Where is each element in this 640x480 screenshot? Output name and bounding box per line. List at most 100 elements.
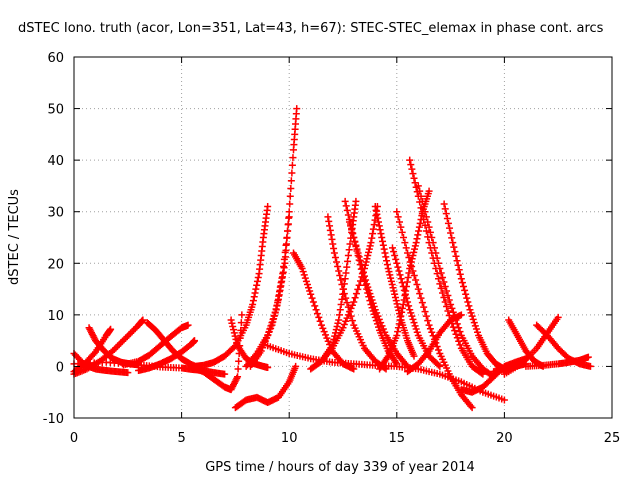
data-point xyxy=(406,258,414,266)
data-point xyxy=(454,261,462,269)
data-point xyxy=(428,234,436,241)
data-point xyxy=(354,285,362,293)
data-point xyxy=(374,312,382,320)
data-point xyxy=(434,361,442,369)
data-point xyxy=(358,273,366,281)
data-point xyxy=(396,271,404,279)
data-point xyxy=(381,249,389,257)
data-point xyxy=(347,222,355,230)
data-point xyxy=(373,210,381,218)
data-point xyxy=(374,214,382,222)
series-arc-24 xyxy=(406,156,487,378)
data-point xyxy=(446,224,454,232)
data-point xyxy=(284,227,292,235)
data-point xyxy=(368,296,376,304)
data-point xyxy=(380,245,388,253)
data-point xyxy=(353,245,361,253)
data-point xyxy=(249,301,257,309)
data-point xyxy=(456,328,464,336)
data-point xyxy=(335,267,343,275)
data-point xyxy=(398,279,406,287)
data-point xyxy=(442,210,450,218)
data-point xyxy=(441,298,449,306)
data-point xyxy=(461,286,469,294)
data-point xyxy=(410,248,418,256)
data-point xyxy=(275,292,283,300)
data-point xyxy=(264,331,272,339)
data-point xyxy=(334,263,342,271)
data-point xyxy=(379,237,387,245)
data-point xyxy=(346,240,354,248)
data-point xyxy=(364,252,372,260)
data-point xyxy=(270,312,278,320)
data-point xyxy=(394,324,402,332)
data-point xyxy=(340,290,348,298)
data-point xyxy=(370,302,378,310)
y-tick-label: 20 xyxy=(47,257,64,272)
data-point xyxy=(405,302,413,310)
data-point xyxy=(322,331,330,339)
data-point xyxy=(330,244,338,252)
data-point xyxy=(264,363,272,371)
y-tick-label: -10 xyxy=(43,412,64,427)
data-point xyxy=(400,234,408,241)
data-point xyxy=(451,248,459,256)
data-point xyxy=(386,271,394,279)
data-point xyxy=(289,154,297,162)
data-point xyxy=(391,252,399,260)
x-axis-label: GPS time / hours of day 339 of year 2014 xyxy=(205,460,475,475)
data-point xyxy=(405,269,413,277)
series-arc-7 xyxy=(119,321,192,369)
data-point xyxy=(285,213,293,221)
data-point xyxy=(363,255,371,263)
data-point xyxy=(382,253,390,261)
series-arc-17 xyxy=(324,213,390,373)
data-point xyxy=(331,253,339,261)
data-point xyxy=(346,308,354,316)
data-point xyxy=(277,279,285,287)
data-point xyxy=(394,328,402,336)
data-point xyxy=(425,321,433,329)
data-point xyxy=(410,352,418,360)
series-arc-12 xyxy=(246,105,301,370)
data-point xyxy=(447,301,455,309)
data-point xyxy=(394,263,402,271)
data-point xyxy=(221,370,229,378)
data-point xyxy=(468,404,476,412)
data-point xyxy=(249,297,257,305)
data-point xyxy=(312,306,320,314)
data-point xyxy=(363,280,371,288)
data-point xyxy=(307,290,315,298)
data-point xyxy=(410,319,418,327)
data-point xyxy=(287,177,295,185)
data-point xyxy=(269,315,277,323)
data-point xyxy=(352,241,360,249)
data-point xyxy=(424,218,432,226)
data-point xyxy=(299,268,307,276)
data-point xyxy=(335,316,343,324)
data-point xyxy=(414,182,422,190)
data-point xyxy=(451,327,459,335)
data-point xyxy=(339,285,347,293)
data-point xyxy=(456,341,464,349)
data-point xyxy=(369,230,377,238)
data-point xyxy=(394,213,402,221)
data-point xyxy=(375,323,383,331)
data-point xyxy=(422,312,430,320)
data-point xyxy=(412,325,420,333)
data-point xyxy=(388,244,396,252)
data-point xyxy=(426,228,434,236)
data-point xyxy=(273,301,281,309)
data-point xyxy=(408,263,416,271)
data-point xyxy=(462,290,470,298)
data-point xyxy=(343,263,351,271)
data-point xyxy=(437,269,445,277)
y-tick-label: 0 xyxy=(56,360,64,375)
data-point xyxy=(234,373,242,381)
data-point xyxy=(409,315,417,323)
data-point xyxy=(283,234,291,242)
data-point xyxy=(123,332,131,340)
data-point xyxy=(378,322,386,330)
data-point xyxy=(362,276,370,284)
data-point xyxy=(436,280,444,288)
